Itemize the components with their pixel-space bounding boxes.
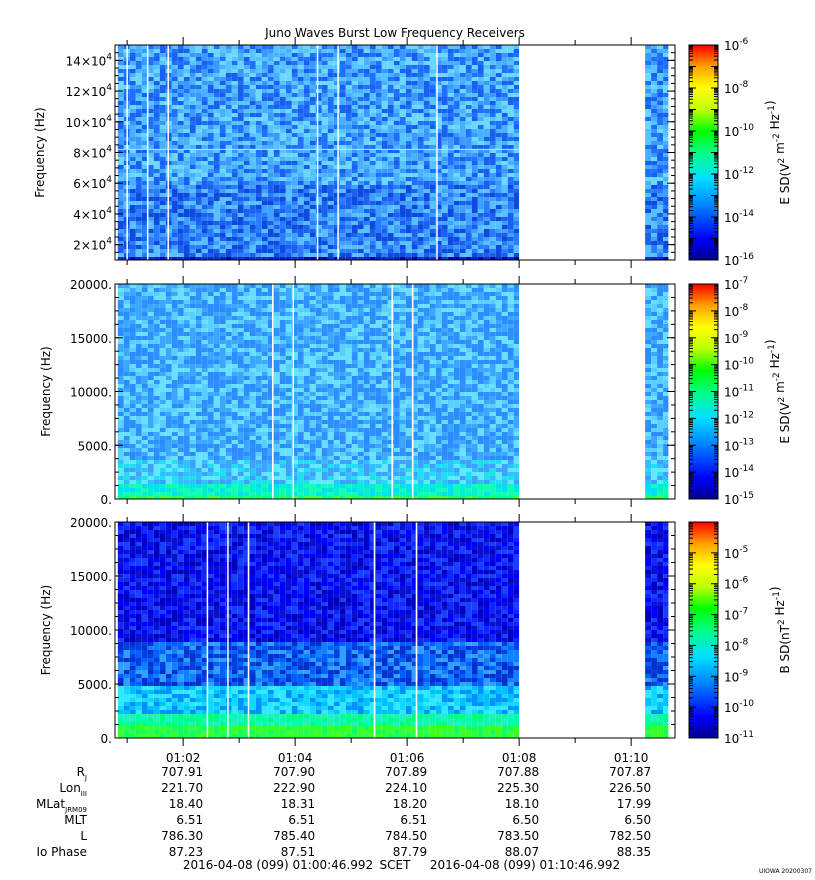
ytick-label: 20000.: [70, 516, 112, 530]
colorbar-tick-label: 10-14: [724, 209, 754, 225]
footer-scet: SCET: [380, 858, 412, 872]
ephemeris-label: LonIII: [59, 781, 87, 798]
colorbar-tick-label: 10-7: [724, 276, 748, 292]
ytick-label: 14×104: [66, 52, 113, 68]
colorbar-tick-label: 10-11: [724, 730, 754, 746]
ephemeris-value: 224.10: [385, 781, 427, 795]
ytick-label: 10×104: [66, 114, 113, 130]
ytick-label: 8×104: [73, 145, 112, 161]
colorbar-tick-label: 10-16: [724, 252, 754, 268]
colorbar-tick-label: 10-15: [724, 491, 754, 507]
colorbar-tick-label: 10-9: [724, 668, 749, 684]
ylabel-3: Frequency (Hz): [39, 585, 53, 676]
ephemeris-value: 707.89: [385, 765, 427, 779]
xtick-label: 01:06: [390, 751, 425, 765]
colorbar-3: [688, 521, 719, 739]
ytick-label: 4×104: [73, 206, 112, 222]
colorbar-tick-label: 10-8: [724, 303, 749, 319]
ephemeris-value: 18.40: [169, 797, 203, 811]
colorbar-tick-label: 10-7: [724, 607, 748, 623]
ephemeris-value: 88.07: [505, 845, 539, 859]
xtick-label: 01:04: [278, 751, 313, 765]
ephemeris-value: 17.99: [617, 797, 651, 811]
ephemeris-value: 6.51: [288, 813, 315, 827]
ytick-label: 5000.: [78, 439, 112, 453]
ephemeris-label: MLatJRM09: [36, 797, 87, 814]
ytick-label: 2×104: [73, 237, 112, 253]
ephemeris-value: 784.50: [385, 829, 427, 843]
colorbar-tick-label: 10-6: [724, 37, 749, 53]
ephemeris-label: L: [80, 829, 87, 843]
ephemeris-value: 786.30: [161, 829, 203, 843]
ephemeris-value: 87.23: [169, 845, 203, 859]
ytick-label: 15000.: [70, 570, 112, 584]
colorbar-tick-label: 10-11: [724, 384, 754, 400]
colorbar-label-3: B SD(nT2 Hz-1): [768, 586, 792, 673]
footer-stamp: UIOWA 20200307: [759, 868, 812, 875]
ephemeris-label: Io Phase: [36, 845, 87, 859]
ephemeris-value: 785.40: [273, 829, 315, 843]
ephemeris-value: 6.51: [176, 813, 203, 827]
colorbar-tick-label: 10-8: [724, 80, 749, 96]
xtick-label: 01:10: [614, 751, 649, 765]
footer-end: 2016-04-08 (099) 01:10:46.992: [430, 858, 620, 872]
ephemeris-value: 226.50: [609, 781, 651, 795]
colorbar-tick-label: 10-8: [724, 637, 749, 653]
ephemeris-label: RJ: [77, 765, 87, 782]
ephemeris-value: 18.20: [393, 797, 427, 811]
ephemeris-value: 707.91: [161, 765, 203, 779]
ephemeris-value: 225.30: [497, 781, 539, 795]
ephemeris-value: 6.50: [624, 813, 651, 827]
ytick-label: 0.: [101, 732, 112, 746]
colorbar-tick-label: 10-12: [724, 410, 754, 426]
ytick-label: 12×104: [66, 83, 113, 99]
xtick-label: 01:02: [166, 751, 201, 765]
ephemeris-value: 707.88: [497, 765, 539, 779]
figure-title: Juno Waves Burst Low Frequency Receivers: [264, 26, 525, 40]
ephemeris-value: 221.70: [161, 781, 203, 795]
colorbar-tick-label: 10-13: [724, 437, 754, 453]
colorbar-tick-label: 10-6: [724, 576, 749, 592]
ylabel-2: Frequency (Hz): [39, 346, 53, 437]
ylabel-1: Frequency (Hz): [33, 107, 47, 198]
ytick-label: 15000.: [70, 332, 112, 346]
ephemeris-value: 88.35: [617, 845, 651, 859]
ytick-label: 10000.: [70, 386, 112, 400]
ephemeris-value: 782.50: [609, 829, 651, 843]
spectrogram-data-3: [117, 522, 669, 738]
ephemeris-value: 87.51: [281, 845, 315, 859]
colorbar-label-1: E SD(V2 m-2 Hz-1): [763, 100, 792, 204]
colorbar-tick-label: 10-12: [724, 166, 754, 182]
spectrogram-data-2: [117, 284, 669, 499]
colorbar-label-2: E SD(V2 m-2 Hz-1): [763, 339, 792, 443]
ephemeris-value: 18.31: [281, 797, 315, 811]
ephemeris-value: 6.50: [512, 813, 539, 827]
ephemeris-label: MLT: [64, 813, 87, 827]
xtick-label: 01:08: [502, 751, 537, 765]
colorbar-tick-label: 10-9: [724, 330, 749, 346]
ephemeris-value: 783.50: [497, 829, 539, 843]
colorbar-tick-label: 10-10: [724, 699, 754, 715]
ytick-label: 6×104: [73, 175, 112, 191]
colorbar-tick-label: 10-14: [724, 464, 754, 480]
ephemeris-value: 87.79: [393, 845, 427, 859]
ephemeris-value: 707.90: [273, 765, 315, 779]
ytick-label: 0.: [101, 493, 112, 507]
ytick-label: 20000.: [70, 278, 112, 292]
spectrogram-data-1: [117, 45, 669, 260]
ephemeris-value: 6.51: [400, 813, 427, 827]
ephemeris-value: 222.90: [273, 781, 315, 795]
footer-start: 2016-04-08 (099) 01:00:46.992: [183, 858, 373, 872]
ephemeris-value: 707.87: [609, 765, 651, 779]
ephemeris-value: 18.10: [505, 797, 539, 811]
colorbar-tick-label: 10-5: [724, 545, 748, 561]
ytick-label: 5000.: [78, 678, 112, 692]
colorbar-tick-label: 10-10: [724, 357, 754, 373]
colorbar-tick-label: 10-10: [724, 123, 754, 139]
ytick-label: 10000.: [70, 624, 112, 638]
